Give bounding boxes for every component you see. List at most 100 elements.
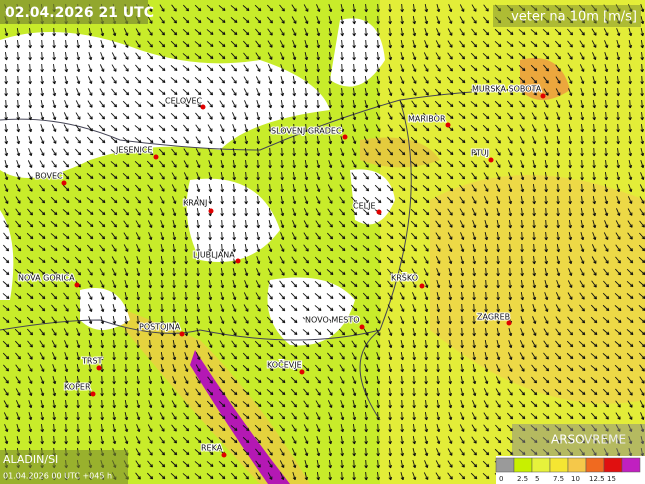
- wind-arrow: [400, 328, 405, 337]
- wind-arrow: [218, 388, 226, 396]
- wind-arrow: [327, 388, 333, 396]
- wind-arrow: [244, 268, 249, 277]
- wind-arrow: [363, 148, 369, 156]
- wind-arrow: [388, 423, 392, 433]
- wind-arrow: [424, 436, 429, 445]
- wind-arrow: [4, 172, 9, 181]
- wind-arrow: [352, 3, 357, 13]
- wind-arrow: [447, 28, 453, 36]
- wind-arrow: [206, 64, 214, 72]
- wind-arrow: [399, 256, 406, 264]
- wind-arrow: [411, 76, 417, 84]
- wind-arrow: [110, 137, 118, 144]
- wind-arrow: [292, 40, 297, 49]
- city-dot: [376, 209, 382, 215]
- wind-arrow: [194, 461, 202, 468]
- wind-arrow: [208, 160, 213, 169]
- wind-arrow: [268, 232, 273, 241]
- wind-arrow: [28, 27, 33, 37]
- wind-arrow: [76, 435, 80, 445]
- wind-arrow: [112, 304, 117, 313]
- wind-arrow: [603, 400, 610, 408]
- wind-arrow: [472, 291, 476, 301]
- wind-arrow: [603, 412, 609, 420]
- wind-arrow: [412, 52, 417, 61]
- wind-arrow: [436, 375, 440, 385]
- wind-arrow: [459, 208, 465, 216]
- wind-arrow: [604, 208, 609, 217]
- wind-arrow: [424, 375, 428, 385]
- wind-arrow: [38, 304, 46, 312]
- wind-arrow: [242, 401, 250, 408]
- wind-arrow: [134, 113, 142, 120]
- wind-arrow: [63, 316, 69, 324]
- wind-arrow: [16, 75, 20, 85]
- wind-arrow: [256, 207, 261, 217]
- wind-arrow: [147, 436, 153, 444]
- wind-arrow: [615, 244, 621, 252]
- wind-arrow: [182, 53, 190, 60]
- wind-arrow: [316, 135, 321, 145]
- wind-arrow: [135, 196, 141, 204]
- wind-arrow: [400, 411, 404, 421]
- wind-arrow: [172, 352, 177, 361]
- wind-arrow: [26, 304, 34, 312]
- city-label: TRST: [81, 357, 103, 366]
- wind-arrow: [207, 364, 213, 372]
- wind-arrow: [494, 112, 502, 120]
- wind-arrow: [592, 183, 597, 193]
- wind-arrow: [507, 400, 513, 408]
- wind-arrow: [458, 148, 466, 156]
- wind-arrow: [290, 364, 298, 372]
- wind-arrow: [507, 124, 513, 132]
- wind-arrow: [327, 400, 333, 408]
- wind-arrow: [362, 221, 370, 228]
- wind-arrow: [604, 123, 608, 133]
- wind-arrow: [400, 387, 404, 397]
- wind-arrow: [244, 147, 249, 157]
- wind-arrow: [28, 136, 33, 145]
- wind-arrow: [303, 244, 309, 252]
- wind-arrow: [326, 328, 334, 336]
- wind-arrow: [63, 292, 69, 300]
- wind-arrow: [544, 171, 549, 181]
- wind-arrow: [339, 208, 346, 216]
- wind-arrow: [266, 340, 274, 348]
- wind-arrow: [316, 448, 321, 457]
- wind-arrow: [507, 136, 513, 144]
- wind-arrow: [182, 100, 190, 108]
- wind-arrow: [398, 209, 406, 216]
- wind-arrow: [436, 292, 441, 301]
- wind-arrow: [388, 459, 393, 469]
- wind-arrow: [15, 364, 21, 372]
- wind-arrow: [400, 316, 405, 325]
- wind-arrow: [340, 136, 345, 145]
- wind-arrow: [364, 15, 368, 25]
- wind-arrow: [206, 400, 214, 408]
- wind-arrow: [472, 279, 476, 289]
- wind-arrow: [591, 52, 597, 61]
- wind-arrow: [134, 100, 142, 108]
- city-dot: [445, 122, 451, 128]
- wind-arrow: [74, 209, 82, 216]
- wind-arrow: [544, 292, 549, 301]
- wind-arrow: [88, 411, 92, 421]
- wind-arrow: [544, 148, 549, 157]
- wind-arrow: [338, 269, 346, 276]
- wind-arrow: [388, 471, 393, 481]
- wind-arrow: [268, 207, 273, 217]
- wind-arrow: [100, 52, 105, 61]
- wind-arrow: [75, 100, 81, 108]
- wind-arrow: [266, 316, 274, 324]
- wind-arrow: [196, 255, 200, 265]
- wind-arrow: [530, 52, 538, 60]
- wind-arrow: [543, 76, 549, 84]
- wind-arrow: [146, 113, 154, 120]
- wind-arrow: [302, 376, 310, 384]
- wind-arrow: [616, 111, 620, 121]
- wind-arrow: [530, 41, 538, 48]
- wind-arrow: [242, 16, 250, 24]
- wind-arrow: [268, 76, 273, 85]
- wind-arrow: [184, 327, 189, 337]
- wind-arrow: [134, 88, 142, 96]
